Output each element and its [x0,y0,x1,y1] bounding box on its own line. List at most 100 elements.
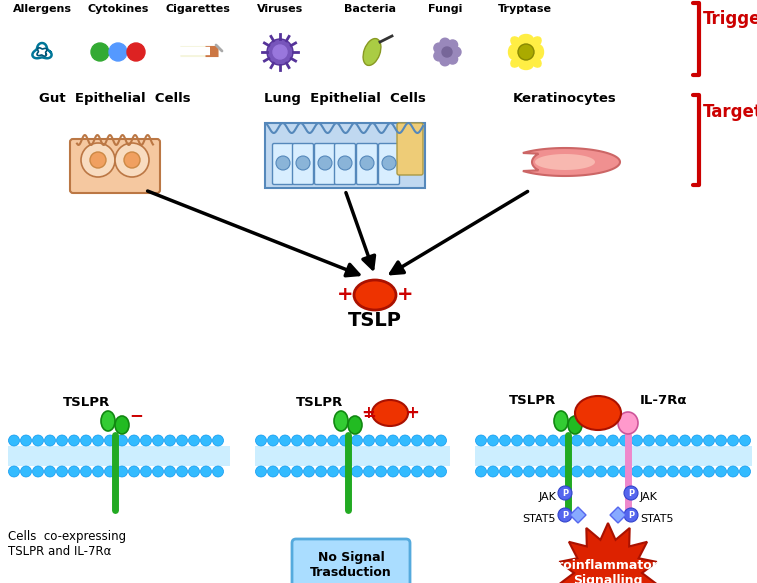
Text: Triggers: Triggers [703,10,757,28]
Ellipse shape [348,416,362,434]
FancyBboxPatch shape [314,143,335,184]
Circle shape [388,466,398,477]
Circle shape [643,435,655,446]
Circle shape [363,435,375,446]
Circle shape [434,43,444,53]
Circle shape [435,435,447,446]
Circle shape [447,40,458,50]
Circle shape [20,466,32,477]
Circle shape [141,435,151,446]
Circle shape [447,54,458,64]
Circle shape [512,466,522,477]
Circle shape [152,435,164,446]
Circle shape [351,466,363,477]
Circle shape [152,466,164,477]
Circle shape [423,466,435,477]
Circle shape [8,435,20,446]
Circle shape [213,435,223,446]
Circle shape [267,39,293,65]
Circle shape [535,466,547,477]
Polygon shape [610,507,626,523]
Circle shape [596,466,606,477]
Circle shape [412,466,422,477]
Circle shape [584,466,594,477]
Circle shape [643,466,655,477]
FancyBboxPatch shape [357,143,378,184]
Text: TSLP: TSLP [348,311,402,329]
Circle shape [512,435,522,446]
Circle shape [488,435,499,446]
Circle shape [129,466,139,477]
Circle shape [45,435,55,446]
Ellipse shape [618,412,638,434]
Circle shape [656,466,666,477]
Circle shape [740,466,750,477]
Circle shape [572,466,582,477]
Circle shape [8,466,20,477]
Circle shape [703,435,715,446]
FancyBboxPatch shape [292,143,313,184]
Circle shape [176,435,188,446]
Text: Lung  Epithelial  Cells: Lung Epithelial Cells [264,92,426,105]
Circle shape [382,156,396,170]
FancyBboxPatch shape [378,143,400,184]
Circle shape [518,44,534,60]
Circle shape [703,466,715,477]
Circle shape [124,152,140,168]
Text: TSLPR: TSLPR [63,396,110,409]
Ellipse shape [575,396,621,430]
Circle shape [656,435,666,446]
Circle shape [524,466,534,477]
Ellipse shape [509,45,518,59]
Circle shape [442,47,452,57]
Circle shape [129,435,139,446]
Circle shape [624,486,638,500]
Text: TSLPR: TSLPR [296,396,343,409]
Circle shape [45,466,55,477]
Text: IL-7Rα: IL-7Rα [640,394,687,406]
Ellipse shape [372,400,408,426]
Text: P: P [628,511,634,519]
Text: Cytokines: Cytokines [87,4,148,14]
Text: Gut  Epithelial  Cells: Gut Epithelial Cells [39,92,191,105]
Circle shape [400,435,410,446]
Circle shape [475,466,487,477]
Circle shape [273,45,287,59]
Text: +: + [337,286,354,304]
Ellipse shape [519,61,533,69]
Text: +: + [405,404,419,422]
Circle shape [328,466,338,477]
Circle shape [619,435,631,446]
Circle shape [267,466,279,477]
Circle shape [109,43,127,61]
Circle shape [291,466,303,477]
Circle shape [316,466,326,477]
Circle shape [558,486,572,500]
Circle shape [434,51,444,61]
Text: Allergens: Allergens [13,4,71,14]
Circle shape [117,466,127,477]
Text: Proinflammatory
Signalling: Proinflammatory Signalling [549,559,667,583]
Polygon shape [535,154,595,170]
Circle shape [33,435,43,446]
Circle shape [360,156,374,170]
Polygon shape [523,148,620,176]
Circle shape [68,466,79,477]
Ellipse shape [529,55,541,67]
Circle shape [596,435,606,446]
Circle shape [256,466,266,477]
Circle shape [388,435,398,446]
Text: STAT5: STAT5 [522,514,556,524]
Circle shape [201,466,211,477]
Circle shape [440,56,450,66]
Circle shape [715,466,727,477]
Circle shape [91,43,109,61]
Text: Cells  co-expressing
TSLPR and IL-7Rα: Cells co-expressing TSLPR and IL-7Rα [8,530,126,558]
Circle shape [201,435,211,446]
Text: TSLPR: TSLPR [509,394,556,406]
Ellipse shape [534,45,544,59]
Circle shape [20,435,32,446]
Circle shape [351,435,363,446]
Circle shape [328,435,338,446]
Circle shape [90,152,106,168]
